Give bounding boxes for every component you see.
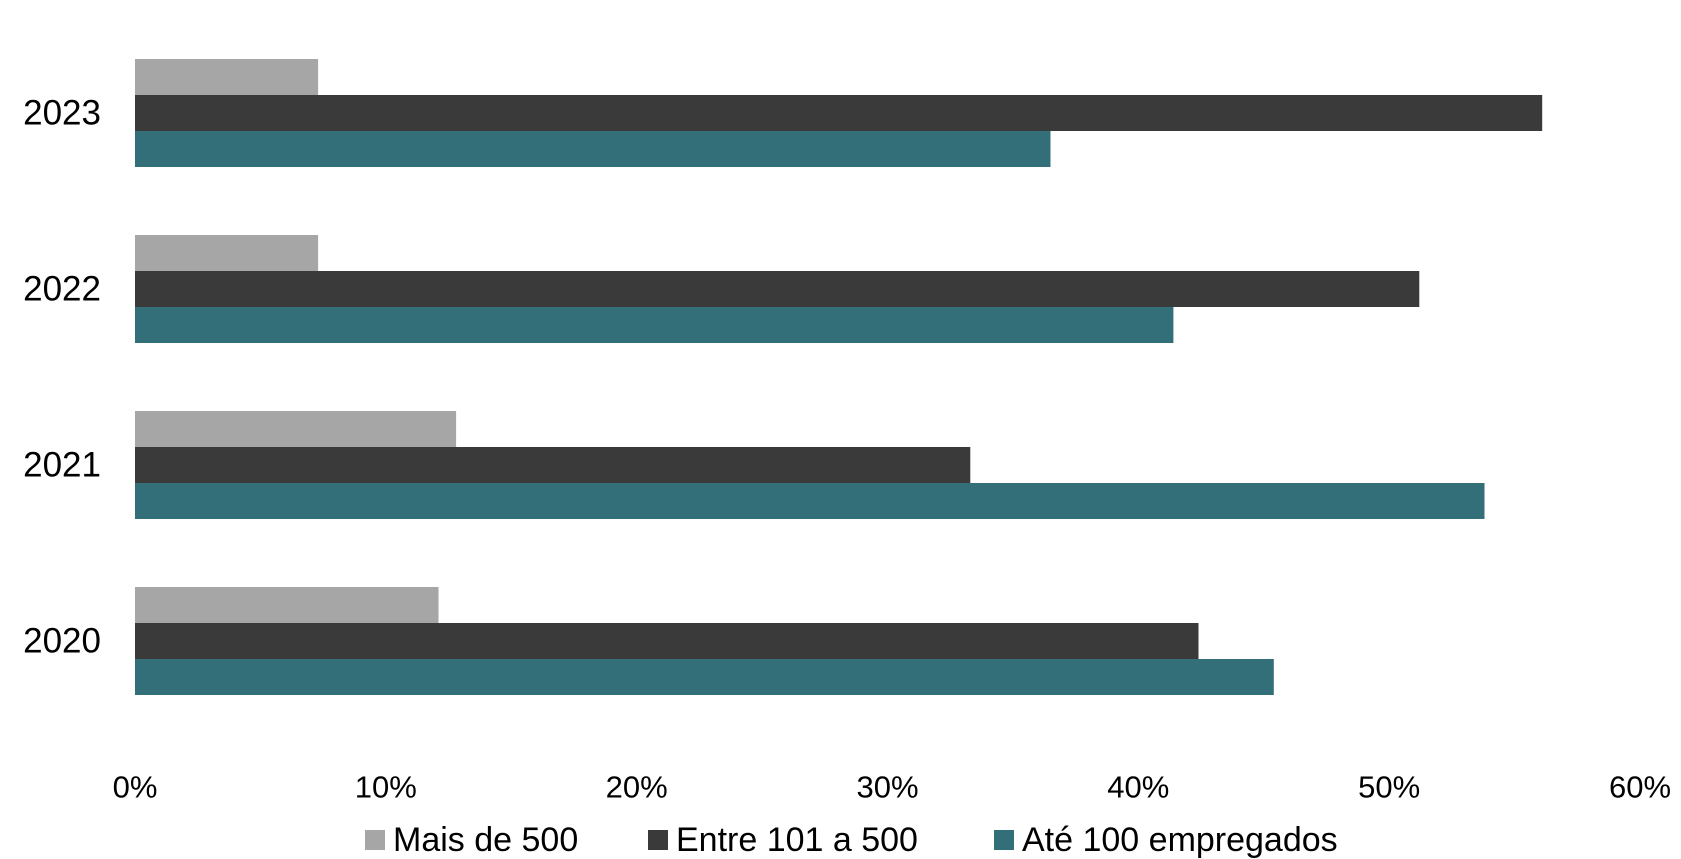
legend-item-entre-101-a-500: Entre 101 a 500 [648, 821, 918, 859]
bar-mais-de-500-2022 [135, 235, 319, 271]
y-axis-tick-labels: 2020 2021 2022 2023 [23, 94, 101, 661]
bar-entre-101-a-500-2022 [135, 271, 1420, 307]
y-tick-label-2022: 2022 [23, 270, 101, 309]
x-axis-tick-labels: 0% 10% 20% 30% 40% 50% 60% [113, 770, 1671, 805]
legend-swatch-ate-100-empregados [994, 830, 1014, 850]
bar-ate-100-empregados-2021 [135, 483, 1485, 519]
x-tick-label-0: 0% [113, 770, 158, 805]
x-tick-label-1: 10% [355, 770, 417, 805]
bar-mais-de-500-2020 [135, 587, 439, 623]
bar-mais-de-500-2021 [135, 411, 457, 447]
bar-ate-100-empregados-2022 [135, 307, 1174, 343]
bar-entre-101-a-500-2021 [135, 447, 971, 483]
bar-group-2020 [135, 587, 1274, 695]
y-tick-label-2021: 2021 [23, 446, 101, 485]
x-tick-label-4: 40% [1107, 770, 1169, 805]
x-tick-label-2: 20% [606, 770, 668, 805]
bars-layer [135, 59, 1543, 695]
bar-entre-101-a-500-2023 [135, 95, 1543, 131]
bar-group-2022 [135, 235, 1420, 343]
bar-ate-100-empregados-2023 [135, 131, 1051, 167]
x-tick-label-5: 50% [1358, 770, 1420, 805]
legend: Mais de 500 Entre 101 a 500 Até 100 empreg… [365, 821, 1338, 859]
bar-mais-de-500-2023 [135, 59, 319, 95]
bar-group-2023 [135, 59, 1543, 167]
legend-label-entre-101-a-500: Entre 101 a 500 [676, 821, 918, 859]
legend-swatch-entre-101-a-500 [648, 830, 668, 850]
bar-ate-100-empregados-2020 [135, 659, 1274, 695]
legend-label-mais-de-500: Mais de 500 [393, 821, 578, 859]
bar-entre-101-a-500-2020 [135, 623, 1199, 659]
y-tick-label-2023: 2023 [23, 94, 101, 133]
x-tick-label-6: 60% [1609, 770, 1671, 805]
bar-group-2021 [135, 411, 1485, 519]
x-tick-label-3: 30% [856, 770, 918, 805]
y-tick-label-2020: 2020 [23, 622, 101, 661]
legend-swatch-mais-de-500 [365, 830, 385, 850]
legend-item-mais-de-500: Mais de 500 [365, 821, 578, 859]
legend-label-ate-100-empregados: Até 100 empregados [1022, 821, 1338, 859]
legend-item-ate-100-empregados: Até 100 empregados [994, 821, 1338, 859]
